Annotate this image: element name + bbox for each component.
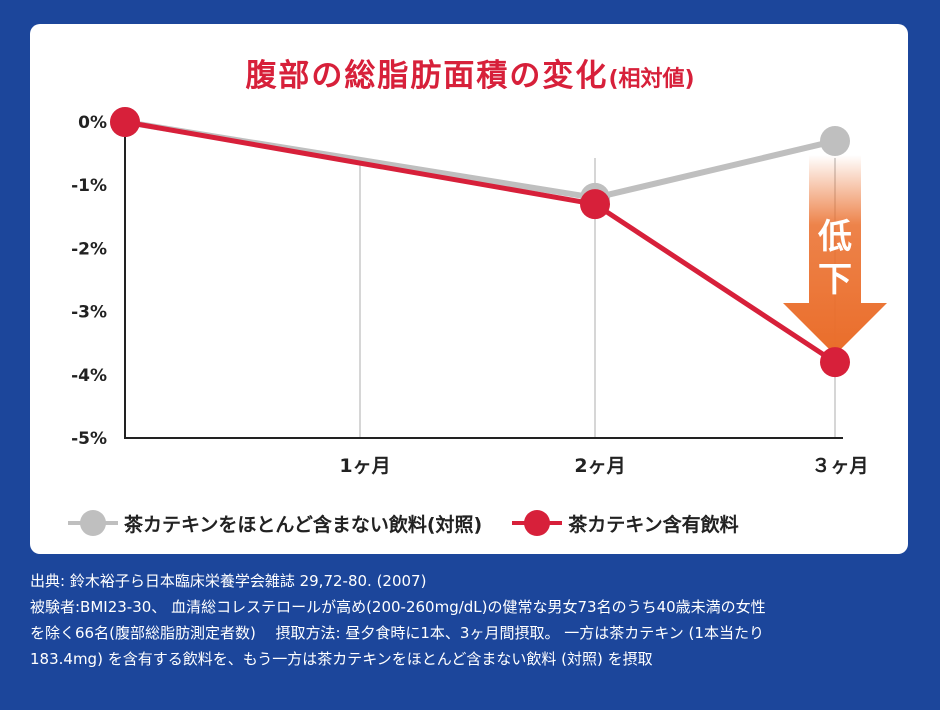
data-point-catechin (820, 347, 850, 378)
footnote-source: 出典: 鈴木裕子ら日本臨床栄養学会雑誌 29,72-80. (2007) (30, 572, 427, 590)
legend-swatch-catechin (512, 508, 563, 538)
chart-title-main: 腹部の総脂肪面積の変化 (245, 58, 609, 94)
legend-label-control: 茶カテキンをほとんど含まない飲料(対照) (124, 513, 483, 536)
chart-card (30, 24, 908, 554)
y-tick-label: -5% (71, 429, 107, 449)
y-tick-label: 0% (78, 113, 107, 133)
legend-item-catechin: 茶カテキン含有飲料 (512, 508, 739, 538)
chart-legend: 茶カテキンをほとんど含まない飲料(対照) 茶カテキン含有飲料 (68, 508, 769, 538)
data-point-control (820, 125, 850, 156)
decrease-label-char: 下 (818, 260, 852, 300)
y-tick-label: -2% (71, 239, 107, 259)
legend-label-catechin: 茶カテキン含有飲料 (568, 513, 739, 536)
footnote: 出典: 鈴木裕子ら日本臨床栄養学会雑誌 29,72-80. (2007) 被験者… (30, 568, 920, 672)
y-tick-label: -3% (71, 303, 107, 323)
footnote-subjects: 被験者:BMI23-30、 血清総コレステロールが高め(200-260mg/dL… (30, 598, 766, 616)
decrease-arrow (783, 155, 887, 355)
y-tick-label: -1% (71, 176, 107, 196)
footnote-dosage: 183.4mg) を含有する飲料を、もう一方は茶カテキンをほとんど含まない飲料 … (30, 650, 653, 668)
legend-swatch-control (68, 508, 118, 538)
x-tick-label: ３ヶ月 (811, 455, 868, 477)
x-tick-label: 1ヶ月 (339, 455, 390, 477)
chart-title: 腹部の総脂肪面積の変化(相対値) (0, 50, 940, 95)
legend-item-control: 茶カテキンをほとんど含まない飲料(対照) (68, 508, 482, 538)
decrease-label-char: 低 (818, 217, 852, 257)
data-point-catechin (110, 107, 140, 137)
chart-title-suffix: (相対値) (608, 67, 695, 92)
x-tick-label: 2ヶ月 (574, 455, 625, 477)
data-point-catechin (580, 189, 610, 220)
y-tick-label: -4% (71, 366, 107, 386)
footnote-method: を除く66名(腹部総脂肪測定者数) 摂取方法: 昼夕食時に1本、3ヶ月間摂取。 … (30, 624, 764, 642)
series-line-catechin (124, 119, 837, 365)
